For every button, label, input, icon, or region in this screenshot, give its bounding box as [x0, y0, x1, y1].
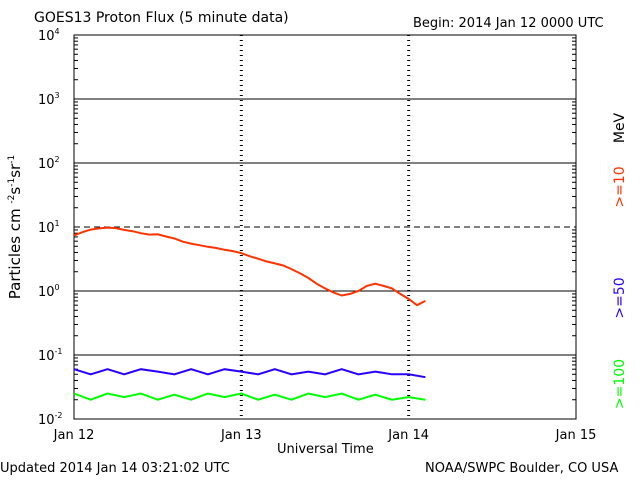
legend-item: >=50 [612, 277, 628, 318]
y-tick-label: 10-2 [38, 411, 63, 428]
updated-time: Updated 2014 Jan 14 03:21:02 UTC [0, 461, 230, 476]
y-tick-label: 102 [38, 155, 60, 172]
legend-unit: MeV [612, 112, 628, 143]
legend-item: >=10 [612, 166, 628, 207]
series-line-2 [73, 368, 426, 379]
y-tick-label: 101 [38, 219, 60, 236]
y-tick-label: 10-1 [38, 347, 63, 364]
y-axis-label: Particles cm -2s-1sr-1 [6, 155, 24, 299]
begin-time: Begin: 2014 Jan 12 0000 UTC [413, 16, 604, 31]
legend-item: >=100 [612, 359, 628, 409]
x-tick-label: Jan 13 [220, 428, 262, 443]
series-line-1 [73, 226, 426, 307]
y-tick-label: 103 [38, 91, 60, 108]
series-line-3 [73, 392, 426, 401]
credit: NOAA/SWPC Boulder, CO USA [425, 461, 619, 476]
x-tick-label: Jan 15 [555, 428, 597, 443]
x-tick-label: Jan 12 [53, 428, 95, 443]
y-tick-label: 104 [38, 27, 60, 44]
x-axis-label: Universal Time [277, 442, 374, 457]
y-tick-label: 100 [38, 283, 60, 300]
chart-title: GOES13 Proton Flux (5 minute data) [34, 10, 289, 26]
x-tick-label: Jan 14 [387, 428, 429, 443]
